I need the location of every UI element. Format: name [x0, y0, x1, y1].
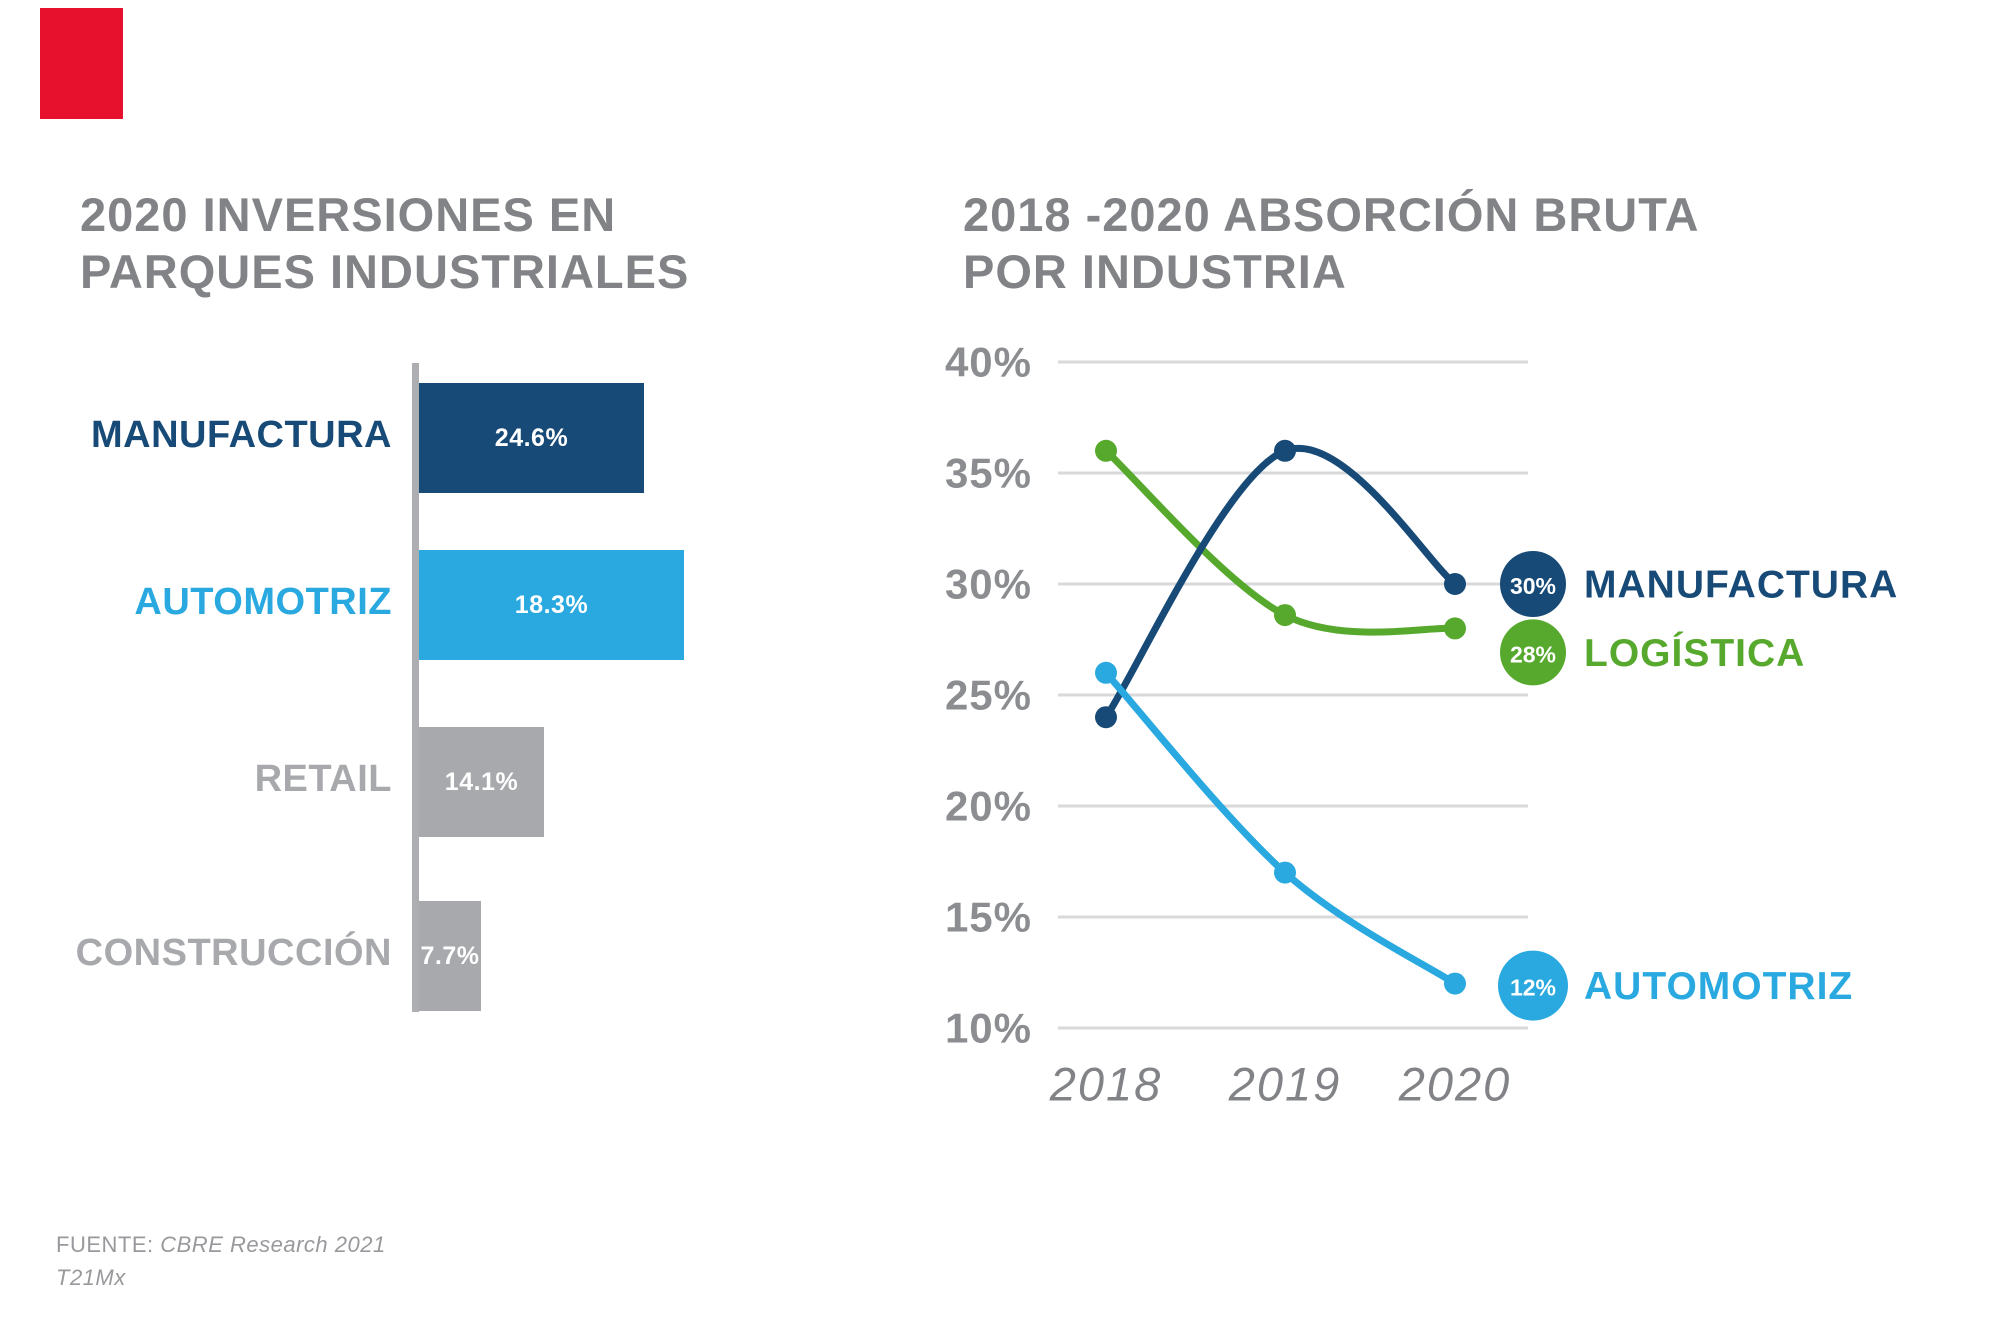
bar-category-label-retail: RETAIL — [254, 758, 392, 800]
bar-automotriz: 18.3% — [419, 550, 684, 660]
source-line1: FUENTE: CBRE Research 2021 — [56, 1228, 386, 1261]
bar-value-label: 18.3% — [514, 590, 589, 619]
ytick-label-15: 15% — [945, 894, 1032, 941]
legend-badge-value-automotriz: 12% — [1510, 975, 1556, 1001]
legend-label-automotriz: AUTOMOTRIZ — [1584, 965, 1853, 1008]
legend-badge-value-logística: 28% — [1510, 641, 1556, 667]
data-point-automotriz-2019 — [1274, 861, 1296, 884]
ytick-label-25: 25% — [945, 672, 1032, 719]
bar-manufactura: 24.6% — [419, 383, 644, 493]
line-chart-title: 2018 -2020 ABSORCIÓN BRUTA POR INDUSTRIA — [963, 186, 1699, 300]
bar-chart-title-line1: 2020 INVERSIONES EN — [80, 188, 617, 241]
data-point-logística-2019 — [1274, 604, 1296, 627]
legend-badge-manufactura — [1500, 551, 1566, 617]
line-series-automotriz — [1102, 669, 1459, 988]
bar-category-label-construccin: CONSTRUCCIÓN — [75, 932, 392, 974]
xtick-label-2019: 2019 — [1228, 1058, 1342, 1111]
legend-label-manufactura: MANUFACTURA — [1584, 564, 1898, 607]
data-point-manufactura-2018 — [1095, 706, 1117, 729]
ytick-label-35: 35% — [945, 450, 1032, 497]
data-point-logística-2018 — [1095, 439, 1117, 462]
source-text: CBRE Research 2021 — [160, 1232, 386, 1257]
bar-construccin: 7.7% — [419, 901, 481, 1011]
ytick-label-30: 30% — [945, 561, 1032, 608]
data-point-logística-2020 — [1444, 617, 1466, 640]
ytick-label-20: 20% — [945, 783, 1032, 830]
bar-category-label-automotriz: AUTOMOTRIZ — [134, 581, 392, 623]
line-chart-title-line1: 2018 -2020 ABSORCIÓN BRUTA — [963, 188, 1700, 241]
data-point-automotriz-2020 — [1444, 972, 1466, 995]
ytick-label-40: 40% — [945, 339, 1032, 386]
source-prefix: FUENTE: — [56, 1232, 154, 1257]
line-series-logística — [1102, 447, 1459, 636]
ytick-label-10: 10% — [945, 1005, 1032, 1052]
t21-logo-block — [40, 8, 123, 119]
bar-value-label: 7.7% — [420, 941, 480, 970]
legend-badge-logística — [1500, 619, 1566, 686]
legend-badge-value-manufactura: 30% — [1510, 573, 1556, 599]
bar-value-label: 24.6% — [494, 423, 569, 452]
line-chart-title-line2: POR INDUSTRIA — [963, 245, 1347, 298]
legend-label-logística: LOGÍSTICA — [1584, 631, 1805, 675]
xtick-label-2018: 2018 — [1049, 1058, 1163, 1111]
bar-retail: 14.1% — [419, 727, 544, 837]
data-point-automotriz-2018 — [1095, 661, 1117, 684]
bar-chart-axis — [412, 363, 419, 1012]
bar-chart-title: 2020 INVERSIONES EN PARQUES INDUSTRIALES — [80, 186, 689, 300]
bar-category-label-manufactura: MANUFACTURA — [90, 414, 392, 456]
xtick-label-2020: 2020 — [1398, 1058, 1512, 1111]
source-note: FUENTE: CBRE Research 2021 T21Mx — [56, 1228, 386, 1294]
source-line2: T21Mx — [56, 1265, 126, 1290]
data-point-manufactura-2019 — [1274, 439, 1296, 462]
legend-badge-automotriz — [1498, 950, 1568, 1021]
data-point-manufactura-2020 — [1444, 573, 1466, 595]
bar-value-label: 14.1% — [444, 767, 519, 796]
bar-chart-title-line2: PARQUES INDUSTRIALES — [80, 245, 690, 298]
